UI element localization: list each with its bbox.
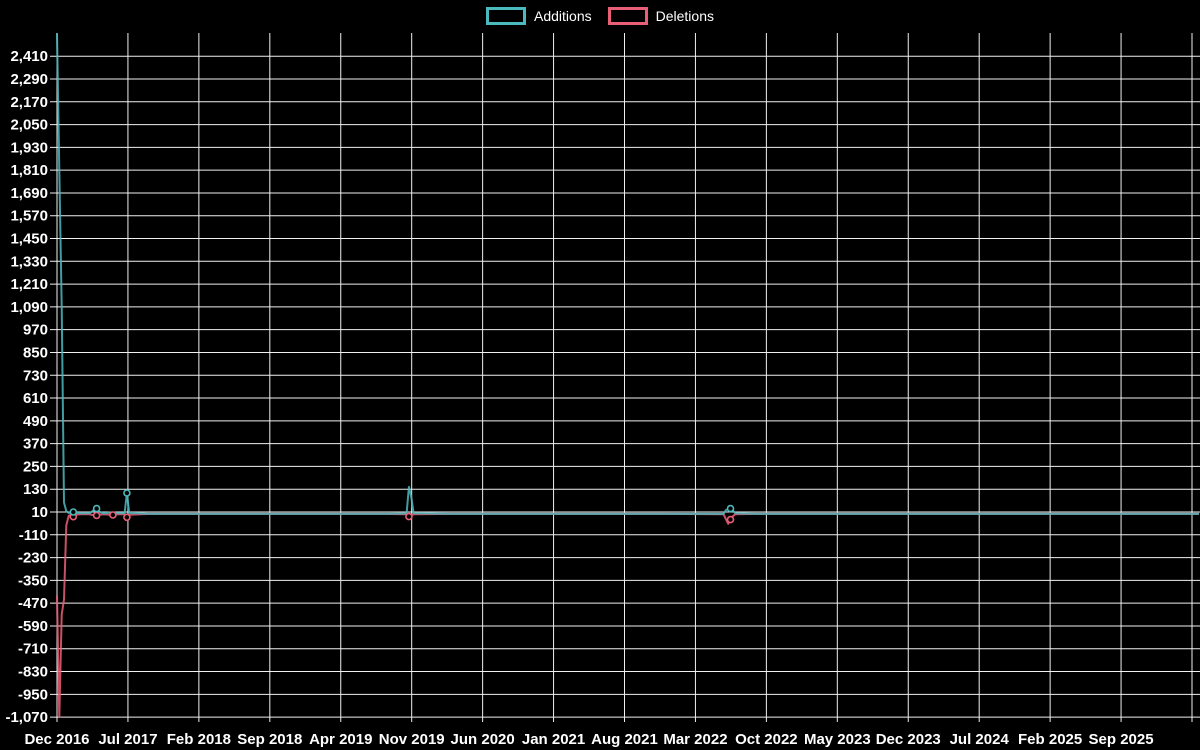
x-axis-tick-label: May 2023 xyxy=(804,731,871,748)
y-axis-tick-label: -830 xyxy=(18,664,48,681)
x-axis-tick-label: Sep 2025 xyxy=(1089,731,1154,748)
y-axis-tick-label: 1,690 xyxy=(10,185,48,202)
chart-legend: Additions Deletions xyxy=(0,6,1200,26)
y-axis-tick-label: 130 xyxy=(23,481,48,498)
y-axis-tick-label: 1,450 xyxy=(10,231,48,248)
y-axis-tick-label: 1,090 xyxy=(10,299,48,316)
x-axis-tick-label: Apr 2019 xyxy=(309,731,372,748)
data-point-marker-additions[interactable] xyxy=(69,508,78,516)
y-axis-tick-label: 2,170 xyxy=(10,94,48,111)
x-axis-tick-label: Aug 2021 xyxy=(591,731,658,748)
y-axis-tick-label: -470 xyxy=(18,595,48,612)
y-axis-tick-label: 2,290 xyxy=(10,71,48,88)
data-point-marker-deletions[interactable] xyxy=(726,515,735,524)
y-axis-tick-label: -110 xyxy=(19,527,48,544)
data-point-marker-additions[interactable] xyxy=(123,489,131,497)
y-axis-tick-label: 850 xyxy=(23,344,48,361)
data-point-marker-deletions[interactable] xyxy=(92,511,101,520)
data-point-marker-deletions[interactable] xyxy=(405,512,413,521)
y-axis-tick-label: 2,410 xyxy=(10,48,48,65)
y-axis-tick-label: 610 xyxy=(23,390,48,407)
x-axis-tick-label: Dec 2023 xyxy=(876,731,941,748)
x-axis-tick-label: Dec 2016 xyxy=(24,731,89,748)
y-axis-tick-label: 1,930 xyxy=(10,139,48,156)
y-axis-tick-label: 490 xyxy=(23,413,48,430)
x-axis-tick-label: Feb 2025 xyxy=(1018,731,1082,748)
additions-swatch-icon xyxy=(486,7,527,25)
y-axis-tick-label: -710 xyxy=(18,641,48,658)
y-axis-tick-label: 10 xyxy=(31,504,48,521)
x-axis-tick-label: Oct 2022 xyxy=(735,731,798,748)
y-axis-tick-label: -590 xyxy=(18,618,48,635)
legend-label-deletions: Deletions xyxy=(655,8,714,24)
data-point-marker-deletions[interactable] xyxy=(123,513,131,522)
data-point-marker-additions[interactable] xyxy=(92,504,101,513)
y-axis-tick-label: -230 xyxy=(18,550,48,567)
y-axis-tick-label: 1,210 xyxy=(10,276,48,293)
y-axis-tick-label: -950 xyxy=(18,686,48,703)
x-axis-tick-label: Jul 2024 xyxy=(950,731,1010,748)
x-axis-tick-label: Feb 2018 xyxy=(167,731,231,748)
y-axis-tick-label: 730 xyxy=(23,367,48,384)
y-axis-tick-label: 1,330 xyxy=(10,253,48,270)
x-axis-tick-label: Jun 2020 xyxy=(451,731,515,748)
y-axis-tick-label: 2,050 xyxy=(10,117,48,134)
deletions-swatch-icon xyxy=(607,7,648,25)
y-axis-tick-label: -1,070 xyxy=(5,709,48,726)
legend-item-deletions[interactable]: Deletions xyxy=(607,6,714,26)
y-axis-tick-label: 1,570 xyxy=(10,208,48,225)
y-axis-tick-label: 250 xyxy=(23,458,48,475)
x-axis-tick-label: Sep 2018 xyxy=(237,731,302,748)
y-axis-tick-label: 970 xyxy=(23,322,48,339)
y-axis-tick-label: 1,810 xyxy=(10,162,48,179)
data-point-marker-additions[interactable] xyxy=(726,504,735,513)
x-axis-tick-label: Nov 2019 xyxy=(379,731,445,748)
legend-label-additions: Additions xyxy=(534,8,592,24)
x-axis-tick-label: Jul 2017 xyxy=(98,731,157,748)
y-axis-tick-label: 370 xyxy=(23,436,48,453)
x-axis-tick-label: Mar 2022 xyxy=(663,731,727,748)
x-axis-tick-label: Jan 2021 xyxy=(522,731,585,748)
legend-item-additions[interactable]: Additions xyxy=(486,6,592,26)
y-axis-tick-label: -350 xyxy=(18,572,48,589)
data-point-marker-deletions[interactable] xyxy=(109,511,117,519)
